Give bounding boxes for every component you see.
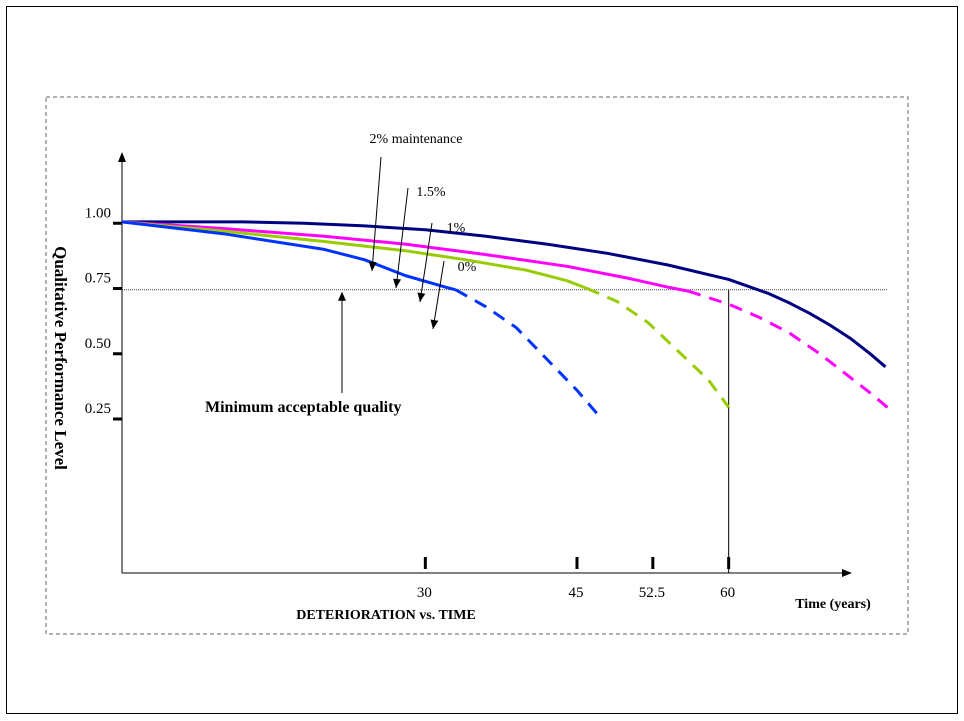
y-tick-label: 1.00 <box>85 205 111 221</box>
annotation-arrowhead <box>393 278 401 288</box>
series-dashed-0pct <box>454 288 599 415</box>
y-axis-arrowhead <box>118 152 126 162</box>
y-tick-label: 0.75 <box>85 271 111 287</box>
series-dashed-1-5pct <box>687 289 892 412</box>
y-axis-label: Qualitative Performance Level <box>51 246 70 470</box>
annotation-label: 1% <box>447 221 466 236</box>
series-line-1-5pct <box>121 220 689 293</box>
x-tick-label: 60 <box>720 585 735 601</box>
y-tick-label: 0.50 <box>85 336 111 352</box>
axes: 30 45 52.5 60 1.00 0.75 0.50 0.25 <box>85 152 888 601</box>
x-axis-label: Time (years) <box>795 597 871 612</box>
series-layer <box>121 220 892 415</box>
plot-border <box>45 96 909 635</box>
y-tick-label: 0.25 <box>85 401 111 417</box>
series-line-1pct <box>121 220 588 290</box>
chart-title: DETERIORATION vs. TIME <box>296 608 476 623</box>
slide-frame <box>6 6 958 714</box>
annotation-label: 0% <box>458 260 477 275</box>
x-tick-label: 45 <box>569 585 584 601</box>
annotation-label: 1.5% <box>416 185 446 200</box>
series-line-0pct <box>121 220 457 292</box>
annotation-leader-line <box>432 260 445 330</box>
x-axis-arrowhead <box>842 569 852 577</box>
annotation-arrowhead <box>430 319 439 329</box>
annotation-arrowhead <box>368 261 377 271</box>
annotation-label: 2% maintenance <box>370 132 463 147</box>
x-tick-label: 52.5 <box>639 585 665 601</box>
annotation-leader-line <box>419 222 433 303</box>
x-tick-label: 30 <box>417 585 432 601</box>
annotation-leader-line <box>371 156 382 272</box>
series-dashed-1pct <box>586 287 730 409</box>
threshold-label: Minimum acceptable quality <box>205 399 401 416</box>
series-line-2pct-maintenance <box>122 220 887 368</box>
threshold-pointer-arrowhead <box>338 291 346 301</box>
annotation-arrowhead <box>417 292 426 302</box>
annotation-layer: 2% maintenance 1.5% 1% 0% <box>368 132 477 330</box>
annotation-leader-line <box>395 187 409 289</box>
